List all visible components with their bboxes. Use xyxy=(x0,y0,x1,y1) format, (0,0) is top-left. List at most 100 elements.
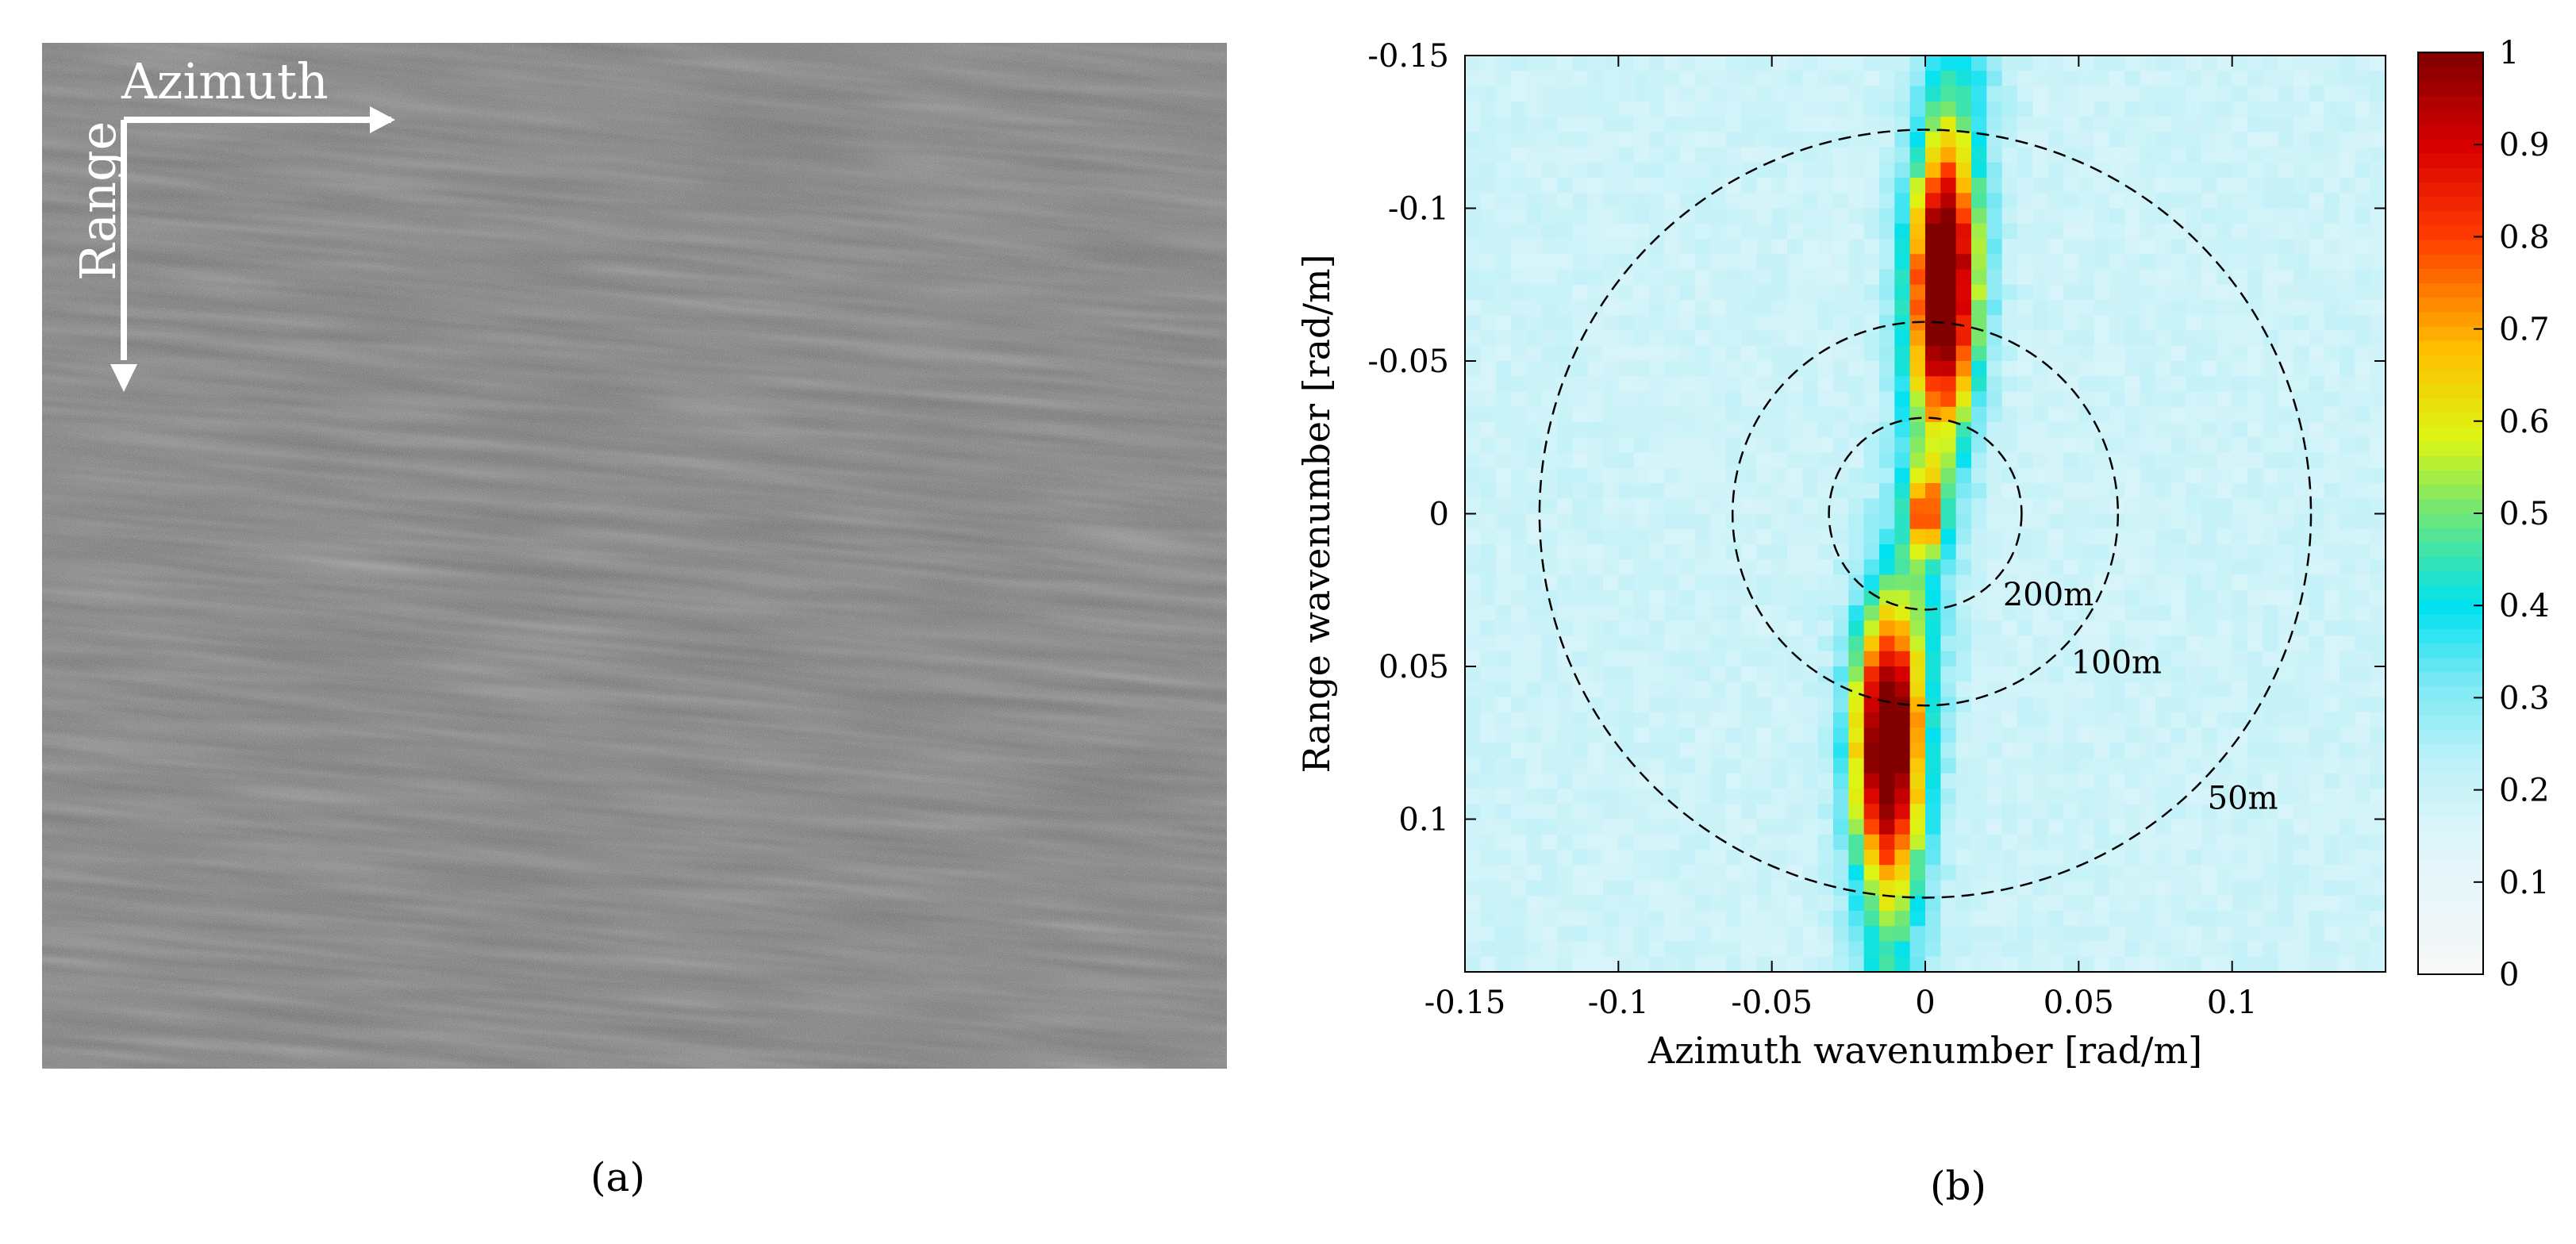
heatmap-cell xyxy=(2340,101,2355,117)
heatmap-cell xyxy=(1725,712,1742,728)
heatmap-cell xyxy=(1955,86,1972,102)
heatmap-cell xyxy=(2078,651,2095,667)
heatmap-cell xyxy=(1787,300,1803,316)
heatmap-cell xyxy=(2355,666,2371,682)
heatmap-cell xyxy=(2001,819,2018,835)
heatmap-cell xyxy=(1787,513,1803,530)
heatmap-cell xyxy=(2186,239,2202,255)
heatmap-cell xyxy=(1848,56,1865,71)
heatmap-cell xyxy=(1541,376,1558,393)
heatmap-cell xyxy=(1802,284,1819,301)
heatmap-cell xyxy=(1848,101,1865,117)
heatmap-cell xyxy=(2109,804,2125,820)
heatmap-cell xyxy=(1894,513,1911,530)
heatmap-cell xyxy=(2063,101,2079,117)
heatmap-cell xyxy=(1511,528,1527,545)
heatmap-cell xyxy=(1603,620,1619,637)
heatmap-cell xyxy=(2217,956,2233,973)
heatmap-cell xyxy=(2186,911,2202,927)
heatmap-cell xyxy=(2170,56,2187,71)
heatmap-cell xyxy=(1986,483,2003,499)
heatmap-cell xyxy=(1587,589,1604,606)
heatmap-cell xyxy=(1618,467,1635,484)
heatmap-cell xyxy=(1679,300,1696,316)
heatmap-cell xyxy=(2017,574,2033,591)
heatmap-cell xyxy=(1833,789,1849,804)
heatmap-cell xyxy=(1695,589,1711,606)
heatmap-cell xyxy=(2093,773,2110,789)
heatmap-cell xyxy=(2201,513,2217,530)
heatmap-cell xyxy=(1741,728,1757,743)
heatmap-cell xyxy=(1894,544,1911,560)
heatmap-cell xyxy=(1679,758,1696,774)
colorbar-segment xyxy=(2418,786,2483,802)
heatmap-cell xyxy=(1710,605,1727,621)
heatmap-cell xyxy=(1480,437,1497,454)
heatmap-cell xyxy=(1848,789,1865,804)
heatmap-cell xyxy=(1955,605,1972,621)
heatmap-cell xyxy=(1511,773,1527,789)
heatmap-cell xyxy=(1541,712,1558,728)
heatmap-cell xyxy=(1526,483,1543,499)
heatmap-cell xyxy=(1833,574,1849,591)
heatmap-cell xyxy=(2309,895,2325,912)
heatmap-cell xyxy=(2124,682,2141,698)
heatmap-cell xyxy=(1940,422,1957,438)
heatmap-cell xyxy=(1541,956,1558,973)
heatmap-cell xyxy=(2201,804,2217,820)
heatmap-cell xyxy=(2278,208,2294,225)
heatmap-cell xyxy=(2032,330,2049,347)
heatmap-cell xyxy=(1955,911,1972,927)
heatmap-cell xyxy=(1603,239,1619,255)
heatmap-cell xyxy=(1633,422,1650,438)
heatmap-cell xyxy=(1541,620,1558,637)
heatmap-cell xyxy=(2140,391,2156,408)
heatmap-cell xyxy=(1894,804,1911,820)
heatmap-cell xyxy=(2293,743,2309,759)
heatmap-cell xyxy=(1511,926,1527,943)
heatmap-cell xyxy=(1618,773,1635,789)
heatmap-cell xyxy=(1603,422,1619,438)
heatmap-cell xyxy=(1541,635,1558,652)
heatmap-cell xyxy=(2063,789,2079,804)
heatmap-cell xyxy=(1618,666,1635,682)
heatmap-cell xyxy=(1603,574,1619,591)
heatmap-cell xyxy=(2217,422,2233,438)
heatmap-cell xyxy=(1511,819,1527,835)
heatmap-cell xyxy=(1741,117,1757,132)
heatmap-cell xyxy=(1649,513,1665,530)
heatmap-cell xyxy=(1817,635,1834,652)
heatmap-cell xyxy=(2324,620,2340,637)
heatmap-cell xyxy=(2263,132,2279,148)
heatmap-cell xyxy=(1955,574,1972,591)
heatmap-cell xyxy=(2140,132,2156,148)
heatmap-cell xyxy=(2278,483,2294,499)
heatmap-cell xyxy=(1833,208,1849,225)
heatmap-cell xyxy=(2017,941,2033,958)
heatmap-cell xyxy=(1955,193,1972,209)
heatmap-cell xyxy=(2217,513,2233,530)
heatmap-cell xyxy=(1848,528,1865,545)
heatmap-cell xyxy=(2186,345,2202,362)
heatmap-cell xyxy=(2370,345,2386,362)
heatmap-cell xyxy=(1495,589,1512,606)
heatmap-cell xyxy=(1909,682,1926,698)
heatmap-cell xyxy=(2217,239,2233,255)
heatmap-cell xyxy=(2093,422,2110,438)
heatmap-cell xyxy=(2278,193,2294,209)
heatmap-cell xyxy=(1649,682,1665,698)
heatmap-cell xyxy=(1894,452,1911,469)
heatmap-cell xyxy=(1741,651,1757,667)
heatmap-cell xyxy=(2078,712,2095,728)
colorbar-segment xyxy=(2418,685,2483,701)
heatmap-cell xyxy=(1649,635,1665,652)
heatmap-cell xyxy=(1649,376,1665,393)
heatmap-cell xyxy=(1587,513,1604,530)
heatmap-cell xyxy=(2293,101,2309,117)
heatmap-cell xyxy=(1894,467,1911,484)
heatmap-cell xyxy=(1802,300,1819,316)
heatmap-cell xyxy=(1710,880,1727,897)
heatmap-cell xyxy=(1879,682,1895,698)
heatmap-cell xyxy=(1572,911,1589,927)
heatmap-cell xyxy=(2140,361,2156,377)
